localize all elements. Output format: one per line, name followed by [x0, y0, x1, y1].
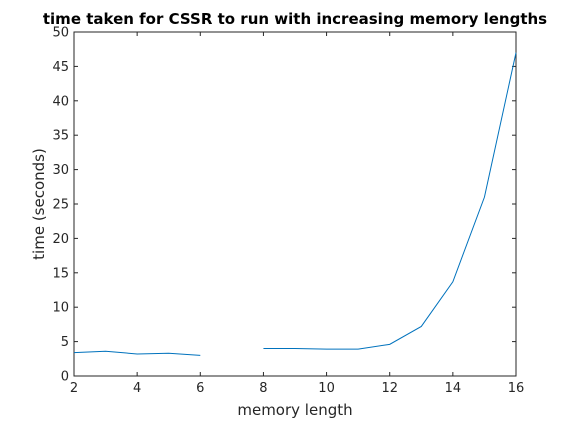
x-tick-label: 12 [381, 381, 398, 396]
y-tick-label: 15 [52, 266, 69, 281]
x-tick-label: 14 [445, 381, 462, 396]
x-tick-label: 10 [318, 381, 335, 396]
x-tick-label: 2 [70, 381, 78, 396]
series-0-segment-1 [263, 52, 517, 350]
y-tick-label: 45 [52, 60, 69, 75]
y-tick-label: 30 [52, 163, 69, 178]
y-tick-label: 25 [52, 198, 69, 213]
y-tick-label: 5 [61, 335, 69, 350]
y-axis-label: time (seconds) [30, 148, 48, 260]
x-tick-label: 16 [508, 381, 525, 396]
chart-title: time taken for CSSR to run with increasi… [43, 10, 547, 28]
y-tick-label: 35 [52, 129, 69, 144]
y-tick-label: 0 [61, 370, 69, 385]
x-tick-label: 8 [259, 381, 267, 396]
plot-lines [73, 52, 517, 356]
y-tick-label: 10 [52, 301, 69, 316]
x-tick-label: 4 [133, 381, 141, 396]
y-tick-label: 20 [52, 232, 69, 247]
series-0-segment-0 [73, 350, 201, 356]
x-axis-label: memory length [237, 401, 352, 419]
axes: 2 4 6 8 10 12 14 16 0 5 10 15 20 25 30 35 40 45 50 [52, 26, 524, 397]
x-tick-label: 6 [196, 381, 204, 396]
plot-area-box [73, 31, 517, 377]
y-tick-label: 50 [52, 26, 69, 41]
y-tick-label: 40 [52, 94, 69, 109]
